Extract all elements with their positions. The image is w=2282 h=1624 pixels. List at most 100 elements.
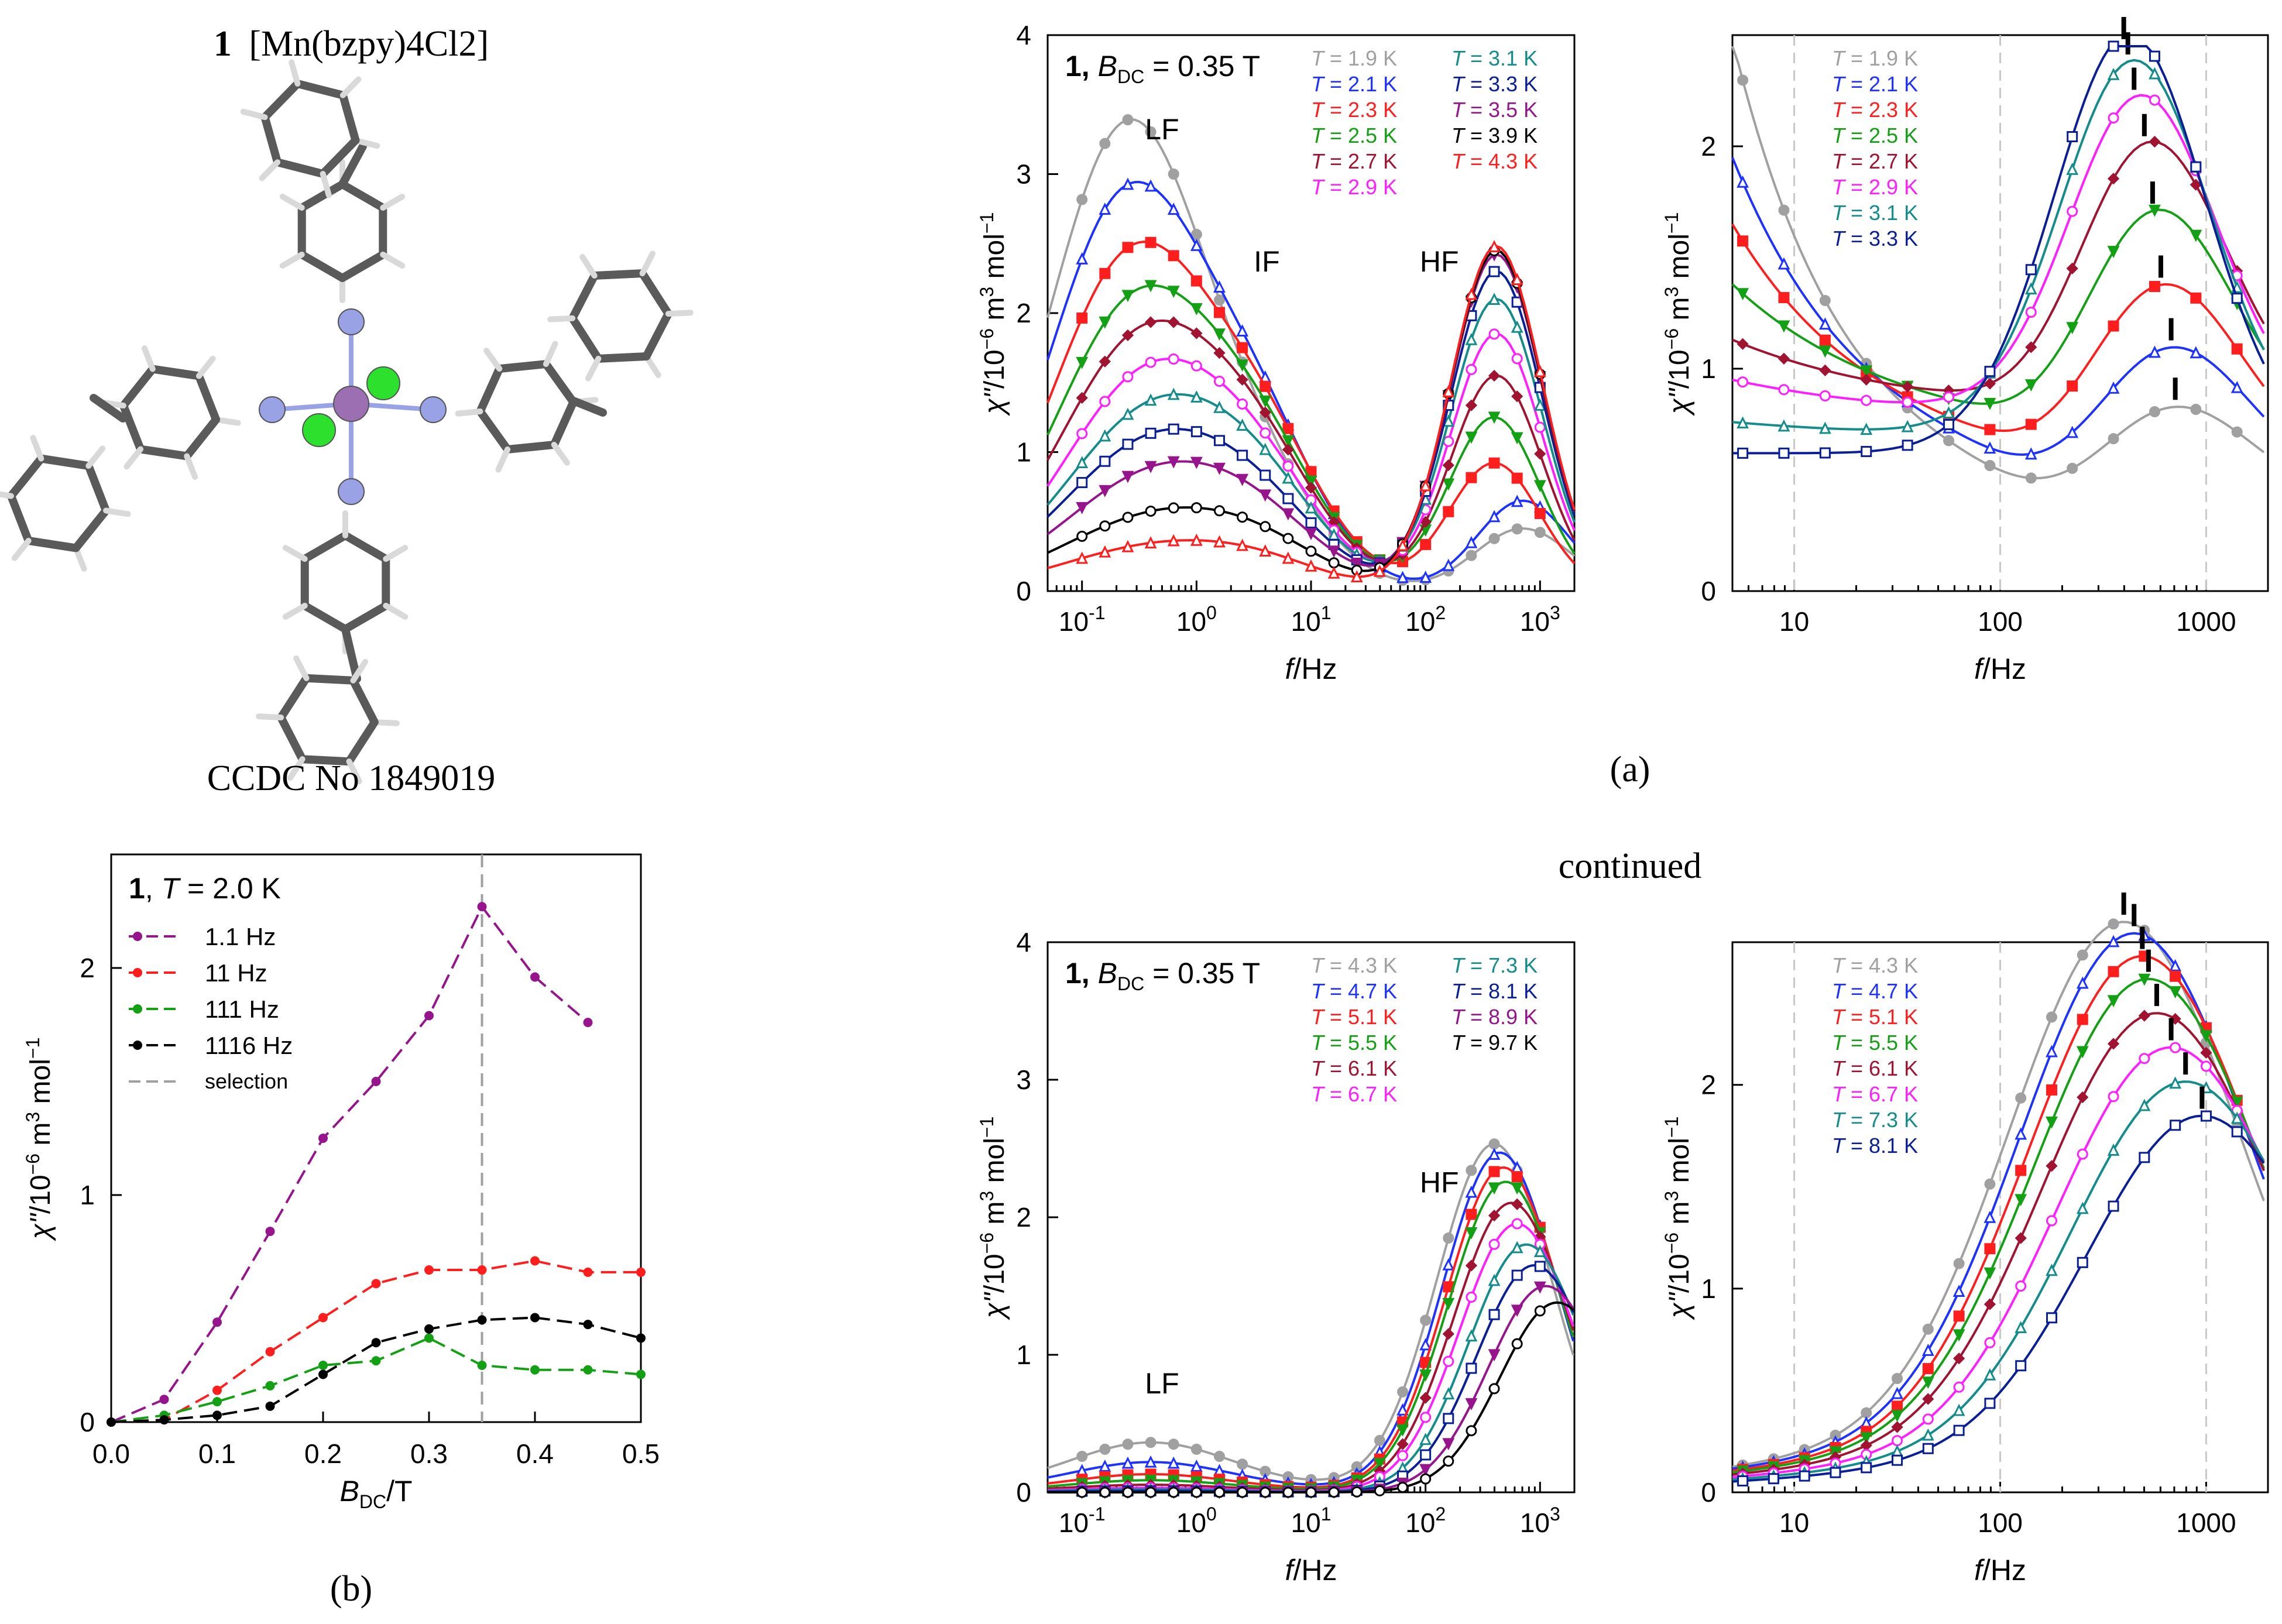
data-point — [1488, 411, 1501, 424]
data-point — [1984, 1210, 1996, 1223]
data-point — [1121, 1456, 1134, 1469]
annotation-LF: LF — [1145, 113, 1179, 146]
legend-marker — [133, 1004, 142, 1014]
ccdc-number: CCDC No 1849019 — [207, 758, 496, 798]
data-point — [1076, 1451, 1088, 1462]
x-tick-label: 0.0 — [92, 1438, 130, 1469]
data-point — [1144, 280, 1157, 293]
data-point — [1419, 1338, 1432, 1351]
data-point — [1213, 376, 1225, 387]
data-point — [424, 1324, 434, 1334]
data-point — [1145, 126, 1157, 138]
data-point — [212, 1397, 222, 1407]
y-tick-label: 2 — [1701, 1070, 1716, 1100]
data-point — [1396, 538, 1409, 551]
data-point — [1443, 435, 1454, 447]
data-point — [1442, 1438, 1455, 1451]
data-point — [1282, 460, 1294, 472]
legend-entry: T = 1.9 K — [1832, 46, 1918, 70]
y-tick-label: 1 — [80, 1180, 95, 1210]
data-point — [1328, 557, 1340, 569]
data-point — [1830, 1467, 1841, 1478]
x-tick-label: 102 — [1405, 1503, 1446, 1538]
data-point — [1396, 1424, 1409, 1437]
data-point — [1190, 1486, 1202, 1498]
bond — [287, 756, 306, 781]
data-point — [2170, 1120, 2181, 1131]
data-point — [2107, 995, 2120, 1008]
data-point — [2149, 406, 2160, 418]
bond — [476, 407, 512, 454]
data-point — [1488, 457, 1500, 469]
data-point — [1818, 421, 1831, 434]
data-point — [1443, 1232, 1454, 1244]
bond — [184, 453, 198, 480]
data-point — [2138, 1098, 2151, 1111]
series-line-11-Hz — [111, 1259, 641, 1423]
data-point — [1076, 356, 1089, 369]
data-point — [1778, 384, 1790, 396]
data-point — [1892, 1373, 1903, 1385]
data-point — [1420, 538, 1432, 550]
data-point — [1488, 533, 1500, 544]
data-point — [1282, 435, 1295, 448]
y-tick-label: 3 — [1016, 1065, 1031, 1095]
data-point — [1419, 1464, 1432, 1477]
data-point — [1144, 1455, 1157, 1468]
data-point — [1891, 1444, 1903, 1457]
data-point — [1144, 316, 1157, 328]
data-point — [1305, 475, 1317, 488]
data-point — [1465, 1185, 1478, 1198]
legend-entry: T = 7.3 K — [1832, 1108, 1918, 1132]
data-point — [2067, 205, 2078, 217]
data-point — [1259, 395, 1272, 408]
data-point — [424, 1011, 434, 1021]
legend-entry: T = 6.7 K — [1311, 1082, 1397, 1106]
data-point — [1511, 1304, 1523, 1317]
data-point — [1891, 1421, 1903, 1433]
bond — [568, 314, 603, 363]
data-point — [2107, 381, 2120, 394]
data-point — [2108, 112, 2119, 124]
data-point — [1777, 257, 1790, 270]
data-point — [212, 1410, 222, 1420]
data-point — [2169, 959, 2182, 971]
data-point — [1260, 521, 1271, 533]
y-tick-label: 0 — [1701, 576, 1716, 606]
bond — [279, 252, 305, 269]
data-point — [2015, 1194, 2027, 1207]
data-point — [1777, 419, 1790, 432]
data-point — [1466, 1362, 1477, 1374]
data-point — [1892, 1400, 1903, 1412]
legend-entry: T = 3.9 K — [1451, 123, 1538, 147]
data-point — [1076, 530, 1088, 542]
bond — [259, 159, 281, 181]
data-point — [477, 1265, 487, 1275]
data-point — [1984, 424, 1996, 435]
data-point — [2190, 161, 2202, 173]
data-point — [1442, 1297, 1455, 1310]
data-point — [1099, 520, 1111, 532]
legend-entry: T = 8.1 K — [1451, 979, 1538, 1003]
x-axis-label: f/Hz — [1974, 653, 2026, 685]
data-point — [1099, 267, 1111, 279]
data-point — [2108, 320, 2119, 332]
data-point — [1819, 334, 1831, 346]
data-point — [1213, 505, 1225, 517]
data-point — [1190, 1460, 1203, 1472]
chart-freq-high-T-wide: 0 1 2 3 4 10-1 100 101 102 103 χ"/10−6 m3 mol−1 f/H… — [976, 927, 1576, 1587]
plot-frame — [1731, 941, 2269, 1493]
data-point — [1488, 1138, 1500, 1150]
x-tick-label: 100 — [1978, 606, 2023, 637]
x-tick-label: 0.3 — [410, 1438, 448, 1469]
data-point — [1442, 1258, 1455, 1271]
data-point — [1076, 456, 1089, 468]
data-point — [1145, 356, 1157, 368]
data-point — [1167, 202, 1180, 215]
data-point — [1397, 1450, 1409, 1461]
fit-curve — [1731, 46, 2265, 480]
x-tick-label: 103 — [1520, 602, 1560, 637]
data-point — [1737, 416, 1749, 429]
data-point — [1488, 328, 1500, 340]
data-point — [1465, 1398, 1478, 1410]
